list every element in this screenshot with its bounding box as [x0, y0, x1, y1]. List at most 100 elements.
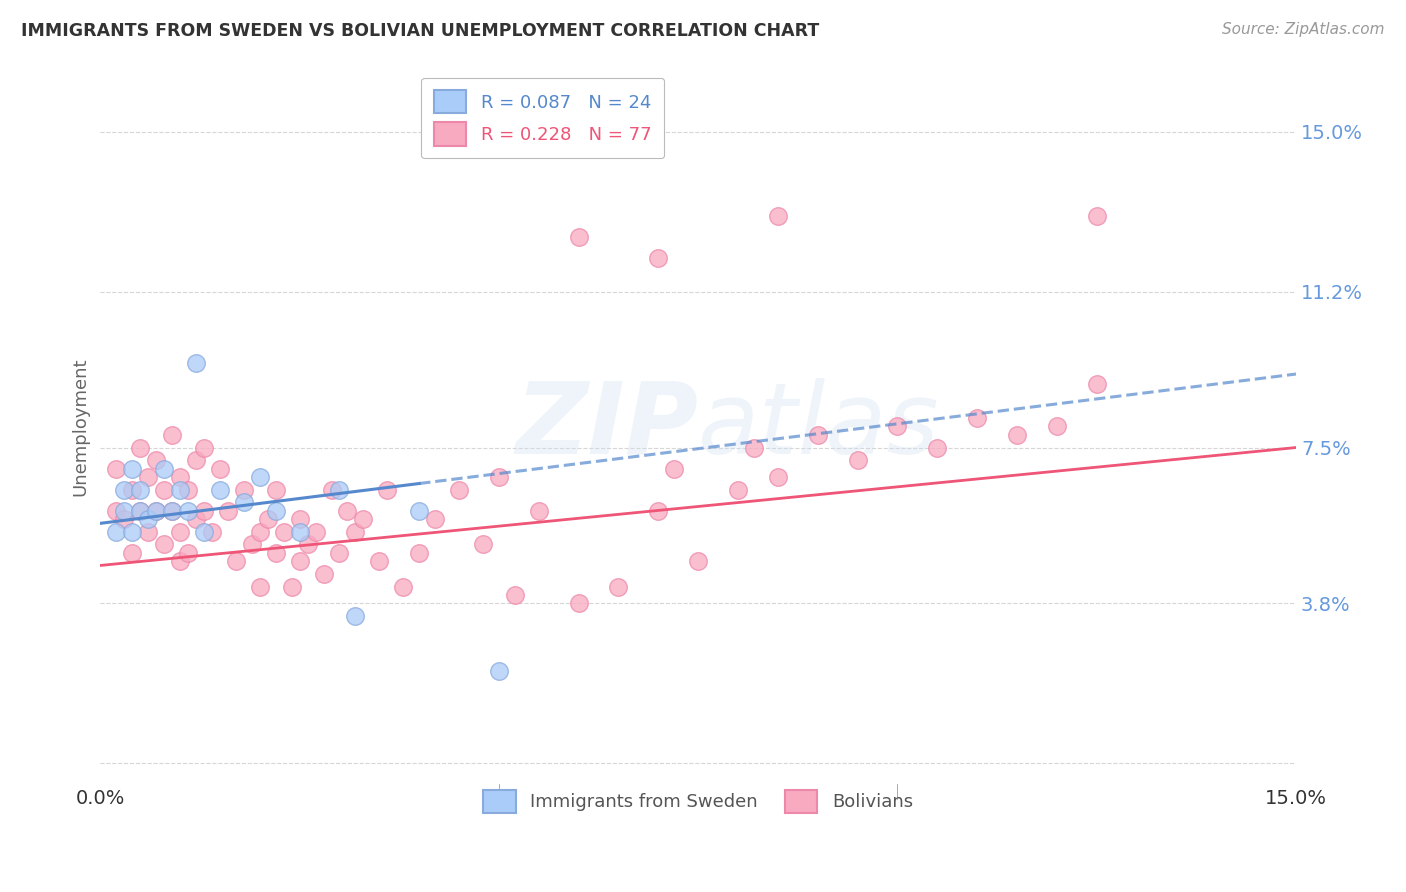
Point	[184, 512, 207, 526]
Point	[193, 441, 215, 455]
Point	[886, 419, 908, 434]
Point	[488, 470, 510, 484]
Point	[177, 483, 200, 497]
Point	[568, 230, 591, 244]
Point	[447, 483, 470, 497]
Point	[112, 512, 135, 526]
Point	[727, 483, 749, 497]
Point	[121, 483, 143, 497]
Point	[336, 504, 359, 518]
Point	[129, 504, 152, 518]
Point	[129, 504, 152, 518]
Point	[160, 428, 183, 442]
Point	[136, 512, 159, 526]
Y-axis label: Unemployment: Unemployment	[72, 357, 89, 496]
Point	[193, 524, 215, 539]
Point	[264, 546, 287, 560]
Point	[201, 524, 224, 539]
Point	[280, 580, 302, 594]
Text: Source: ZipAtlas.com: Source: ZipAtlas.com	[1222, 22, 1385, 37]
Point	[288, 512, 311, 526]
Point	[145, 453, 167, 467]
Point	[121, 546, 143, 560]
Point	[249, 524, 271, 539]
Point	[136, 524, 159, 539]
Point	[647, 504, 669, 518]
Point	[169, 524, 191, 539]
Point	[249, 470, 271, 484]
Point	[688, 554, 710, 568]
Point	[184, 453, 207, 467]
Point	[321, 483, 343, 497]
Legend: Immigrants from Sweden, Bolivians: Immigrants from Sweden, Bolivians	[471, 777, 925, 825]
Point	[312, 566, 335, 581]
Point	[208, 483, 231, 497]
Point	[352, 512, 374, 526]
Point	[240, 537, 263, 551]
Point	[145, 504, 167, 518]
Point	[1085, 377, 1108, 392]
Point	[169, 470, 191, 484]
Point	[112, 483, 135, 497]
Point	[297, 537, 319, 551]
Point	[423, 512, 446, 526]
Point	[1005, 428, 1028, 442]
Point	[105, 524, 128, 539]
Text: IMMIGRANTS FROM SWEDEN VS BOLIVIAN UNEMPLOYMENT CORRELATION CHART: IMMIGRANTS FROM SWEDEN VS BOLIVIAN UNEMP…	[21, 22, 820, 40]
Point	[664, 461, 686, 475]
Point	[169, 554, 191, 568]
Point	[392, 580, 415, 594]
Point	[160, 504, 183, 518]
Point	[160, 504, 183, 518]
Point	[568, 596, 591, 610]
Point	[927, 441, 949, 455]
Point	[1085, 209, 1108, 223]
Point	[153, 483, 176, 497]
Text: ZIP: ZIP	[515, 378, 699, 475]
Point	[112, 504, 135, 518]
Point	[408, 546, 430, 560]
Point	[647, 251, 669, 265]
Point	[607, 580, 630, 594]
Point	[488, 664, 510, 678]
Point	[527, 504, 550, 518]
Point	[264, 483, 287, 497]
Point	[368, 554, 391, 568]
Point	[344, 609, 367, 624]
Point	[742, 441, 765, 455]
Point	[273, 524, 295, 539]
Point	[766, 470, 789, 484]
Point	[232, 483, 254, 497]
Point	[408, 504, 430, 518]
Point	[208, 461, 231, 475]
Point	[121, 524, 143, 539]
Point	[249, 580, 271, 594]
Point	[807, 428, 830, 442]
Point	[328, 483, 350, 497]
Point	[966, 411, 988, 425]
Point	[503, 588, 526, 602]
Point	[304, 524, 326, 539]
Point	[153, 537, 176, 551]
Point	[153, 461, 176, 475]
Point	[193, 504, 215, 518]
Point	[105, 504, 128, 518]
Point	[846, 453, 869, 467]
Point	[121, 461, 143, 475]
Point	[232, 495, 254, 509]
Point	[766, 209, 789, 223]
Point	[264, 504, 287, 518]
Point	[145, 504, 167, 518]
Point	[225, 554, 247, 568]
Point	[177, 504, 200, 518]
Point	[129, 483, 152, 497]
Point	[375, 483, 398, 497]
Point	[105, 461, 128, 475]
Point	[472, 537, 495, 551]
Point	[288, 554, 311, 568]
Point	[184, 356, 207, 370]
Point	[256, 512, 278, 526]
Point	[288, 524, 311, 539]
Point	[177, 546, 200, 560]
Point	[217, 504, 239, 518]
